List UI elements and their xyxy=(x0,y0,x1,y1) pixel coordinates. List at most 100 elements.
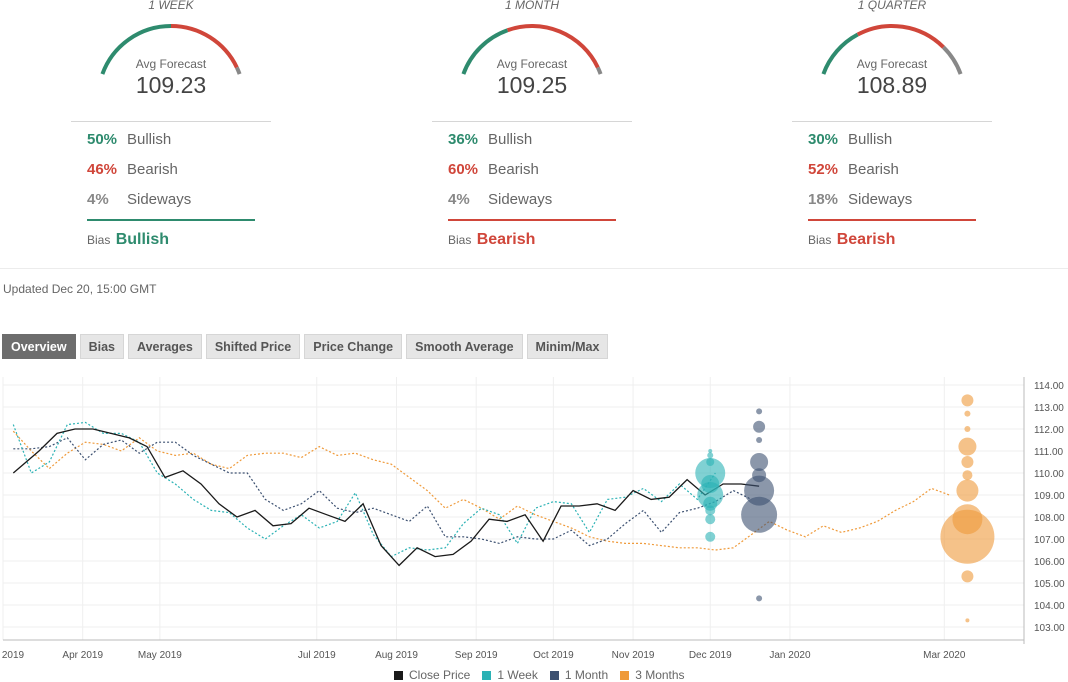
sideways-pct: 4% xyxy=(87,191,109,208)
y-tick-label: 113.00 xyxy=(1034,403,1064,414)
forecast-bubble-3-months xyxy=(964,410,971,417)
bearish-label: Bearish xyxy=(488,161,539,178)
bias-label: Bias xyxy=(87,233,111,247)
bias-line xyxy=(87,219,255,221)
x-tick-label: Oct 2019 xyxy=(533,650,574,661)
legend-label: 1 Week xyxy=(497,668,538,682)
avg-forecast-label: Avg Forecast xyxy=(856,57,928,71)
legend-label: 1 Month xyxy=(564,668,609,682)
gauge-separator xyxy=(71,121,271,122)
x-tick-label: Jul 2019 xyxy=(298,650,336,661)
tab-smooth-average[interactable]: Smooth Average xyxy=(406,334,523,359)
y-tick-label: 106.00 xyxy=(1034,557,1065,568)
gauge-period: 1 WEEK xyxy=(148,0,194,12)
forecast-bubble-1-week xyxy=(708,449,713,453)
x-tick-label: Dec 2019 xyxy=(689,650,732,661)
x-tick-label: Sep 2019 xyxy=(455,650,498,661)
y-tick-label: 114.00 xyxy=(1034,381,1064,392)
sideways-arc xyxy=(941,45,963,75)
bearish-pct: 46% xyxy=(87,161,118,178)
tab-bias[interactable]: Bias xyxy=(79,334,124,359)
forecast-bubble-1-month xyxy=(756,595,763,602)
forecast-bubble-1-month xyxy=(753,420,766,433)
x-tick-label: May 2019 xyxy=(138,650,182,661)
bias-value: Bullish xyxy=(115,231,170,248)
tab-averages[interactable]: Averages xyxy=(128,334,202,359)
forecast-bubble-1-month xyxy=(750,453,769,471)
bias: Bias Bearish xyxy=(448,231,535,249)
series-line-1-week xyxy=(12,421,716,558)
series-line-close-price xyxy=(12,428,760,567)
gauge-arc xyxy=(821,24,963,75)
gauge-period: 1 MONTH xyxy=(505,0,559,12)
avg-forecast-value: 109.23 xyxy=(135,72,207,98)
x-tick-label: Aug 2019 xyxy=(375,650,418,661)
x-tick-label: Nov 2019 xyxy=(612,650,655,661)
sideways-pct: 18% xyxy=(808,191,839,208)
avg-forecast-value: 108.89 xyxy=(856,72,928,98)
chart-legend: Close Price 1 Week 1 Month 3 Months xyxy=(394,668,697,682)
legend-item-3-months[interactable]: 3 Months xyxy=(620,668,685,682)
forecast-bubble-1-week xyxy=(707,452,714,459)
bias-value: Bearish xyxy=(476,231,536,248)
bullish-arc xyxy=(100,24,172,75)
y-tick-label: 103.00 xyxy=(1034,623,1065,634)
legend-item-close-price[interactable]: Close Price xyxy=(394,668,470,682)
x-tick-label: Jan 2020 xyxy=(769,650,811,661)
y-tick-label: 109.00 xyxy=(1034,491,1065,502)
forecast-bubble-1-week xyxy=(705,514,716,525)
gauge-arc xyxy=(461,24,603,75)
bullish-arc xyxy=(821,32,859,75)
forecast-bubble-3-months xyxy=(964,426,971,432)
bias: Bias Bullish xyxy=(87,231,169,249)
bullish-pct: 36% xyxy=(448,131,479,148)
gauge-period: 1 QUARTER xyxy=(857,0,927,12)
avg-forecast-value: 109.25 xyxy=(496,72,568,98)
series-line-1-month xyxy=(13,437,752,547)
legend-label: 3 Months xyxy=(635,668,685,682)
tab-overview[interactable]: Overview xyxy=(2,334,76,359)
gauge-separator xyxy=(432,121,632,122)
legend-item-1-week[interactable]: 1 Week xyxy=(482,668,538,682)
sideways-label: Sideways xyxy=(127,191,192,208)
bias-label: Bias xyxy=(448,233,472,247)
bearish-arc xyxy=(506,24,600,69)
y-tick-label: 108.00 xyxy=(1034,513,1065,524)
forecast-bubble-1-month xyxy=(756,408,763,415)
forecast-bubble-1-month xyxy=(744,475,775,506)
legend-swatch xyxy=(394,670,403,680)
section-divider xyxy=(0,268,1068,269)
forecast-bubble-3-months xyxy=(961,456,974,468)
y-tick-label: 104.00 xyxy=(1034,601,1065,612)
forecast-bubble-3-months xyxy=(956,479,979,502)
x-tick-label: Mar 2019 xyxy=(0,650,25,661)
bias-line xyxy=(448,219,616,221)
tab-minim-max[interactable]: Minim/Max xyxy=(526,334,609,359)
legend-label: Close Price xyxy=(409,668,471,682)
sideways-arc xyxy=(596,66,603,75)
bullish-arc xyxy=(461,28,509,75)
y-tick-label: 112.00 xyxy=(1034,425,1064,436)
gauge-separator xyxy=(792,121,992,122)
forecast-bubble-1-week xyxy=(705,505,716,516)
forecast-bubble-3-months xyxy=(961,394,974,407)
bearish-pct: 52% xyxy=(808,161,839,178)
avg-forecast-label: Avg Forecast xyxy=(496,57,568,71)
forecast-bubble-1-week xyxy=(705,531,716,542)
avg-forecast-label: Avg Forecast xyxy=(135,57,207,71)
sideways-label: Sideways xyxy=(488,191,553,208)
gauge-arc xyxy=(100,24,242,75)
forecast-bubble-3-months xyxy=(965,618,970,623)
bearish-label: Bearish xyxy=(127,161,178,178)
tab-price-change[interactable]: Price Change xyxy=(304,334,403,359)
legend-item-1-month[interactable]: 1 Month xyxy=(549,668,609,682)
bearish-arc xyxy=(856,24,945,49)
series-line-3-months xyxy=(12,430,950,551)
tab-shifted-price[interactable]: Shifted Price xyxy=(205,334,301,359)
bullish-pct: 50% xyxy=(87,131,118,148)
x-tick-label: Apr 2019 xyxy=(62,650,103,661)
x-tick-label: Mar 2020 xyxy=(923,650,966,661)
forecast-bubble-1-month xyxy=(741,496,778,533)
bearish-pct: 60% xyxy=(448,161,479,178)
